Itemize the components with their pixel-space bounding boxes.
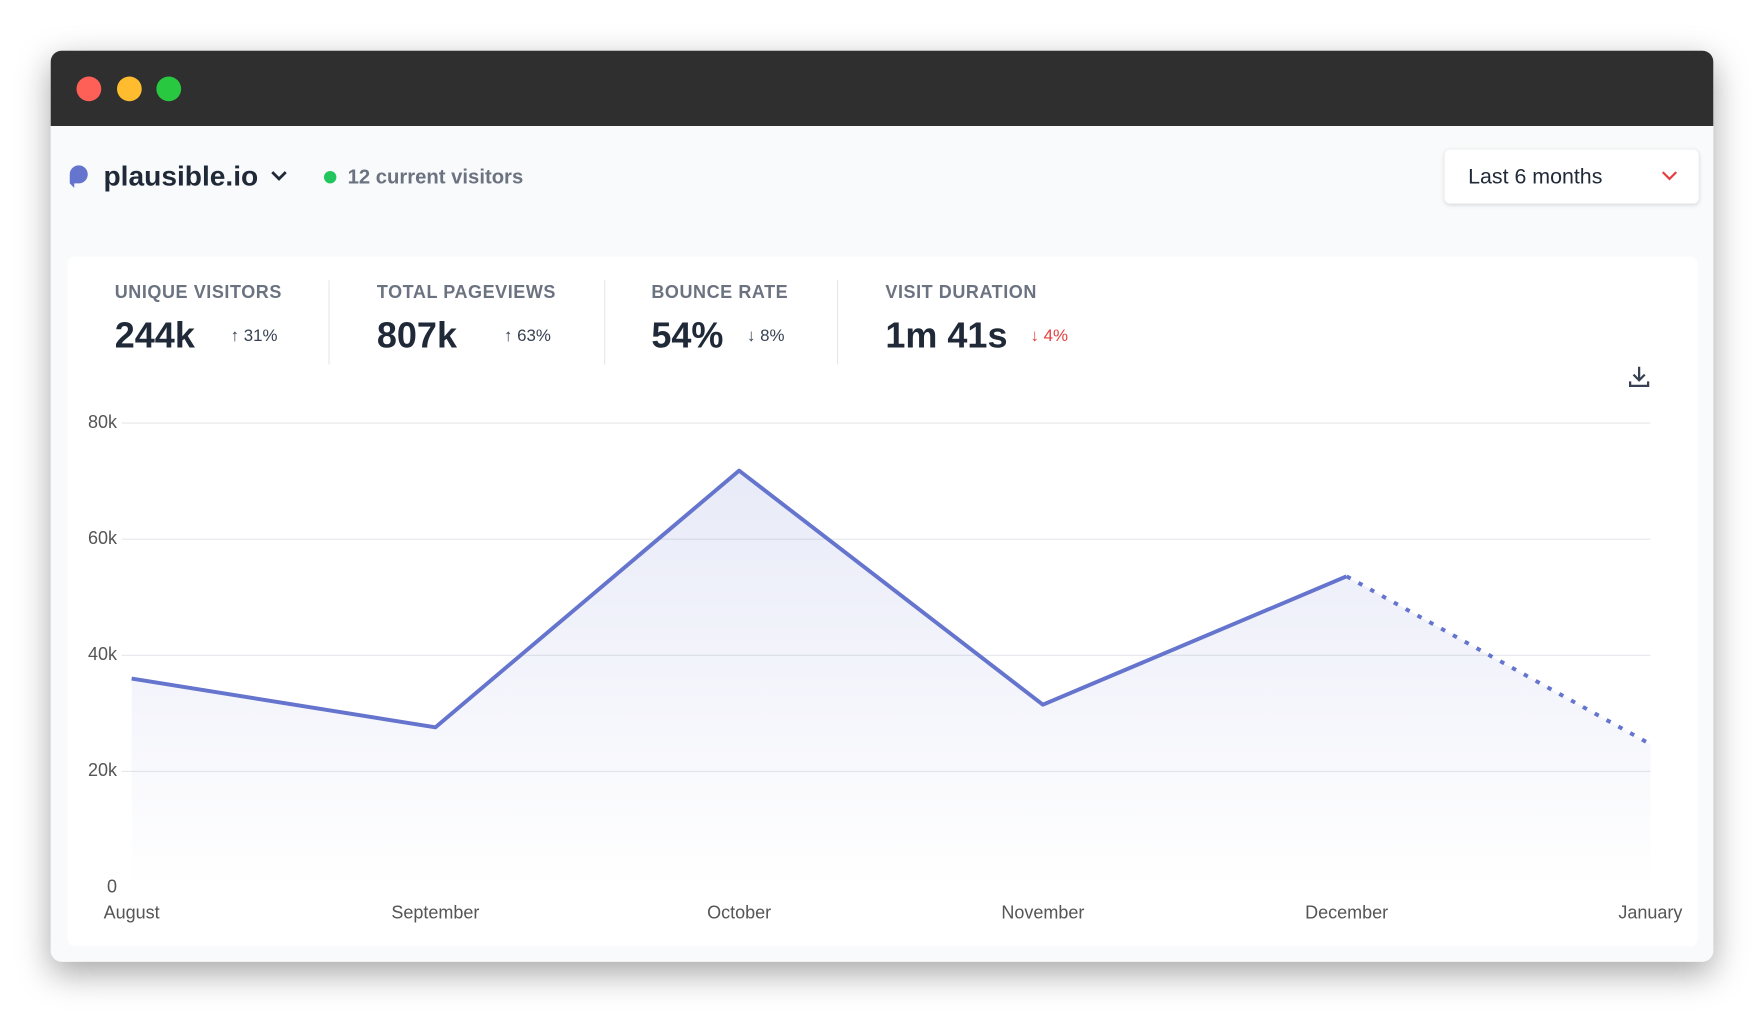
divider: [604, 280, 606, 365]
stat-value: 244k: [114, 315, 195, 356]
stat-value: 54%: [651, 315, 724, 356]
area: [131, 470, 1651, 888]
x-tick-label: September: [391, 902, 479, 922]
period-label: Last 6 months: [1468, 165, 1603, 189]
stat-change: ↑ 31%: [230, 326, 278, 346]
y-tick-label: 0: [107, 876, 117, 896]
period-dropdown[interactable]: Last 6 months: [1444, 149, 1699, 204]
y-tick-label: 40k: [88, 644, 118, 664]
stat-value: 1m 41s: [885, 315, 1008, 356]
minimize-button[interactable]: [117, 76, 142, 102]
x-tick-label: January: [1618, 902, 1682, 922]
close-button[interactable]: [76, 76, 102, 102]
divider: [328, 280, 330, 365]
stat-change: ↓ 4%: [1030, 326, 1069, 346]
period-chevron: [1661, 171, 1678, 181]
stat-label[interactable]: BOUNCE RATE: [651, 283, 789, 303]
y-tick-label: 20k: [88, 760, 118, 780]
live-dot: [324, 171, 337, 184]
current-visitors[interactable]: 12 current visitors: [347, 165, 524, 188]
download-button[interactable]: [1627, 365, 1652, 390]
site-name[interactable]: plausible.io: [103, 160, 259, 193]
y-tick-label: 80k: [88, 412, 118, 432]
logo: [69, 165, 88, 188]
y-tick-label: 60k: [88, 528, 118, 548]
stat-label[interactable]: UNIQUE VISITORS: [114, 283, 282, 303]
x-tick-label: August: [104, 902, 160, 922]
x-tick-label: November: [1001, 902, 1084, 922]
line: [131, 468, 1348, 730]
stat-label[interactable]: TOTAL PAGEVIEWS: [376, 283, 556, 303]
stat-value: 807k: [376, 315, 457, 356]
site-chevron[interactable]: [270, 169, 288, 185]
divider: [837, 280, 839, 365]
x-tick-label: October: [707, 902, 771, 922]
stat-change: ↓ 8%: [747, 326, 785, 346]
stat-label[interactable]: VISIT DURATION: [885, 283, 1037, 303]
stat-change: ↑ 63%: [504, 326, 551, 346]
maximize-button[interactable]: [156, 76, 182, 102]
line-incomplete: [1345, 574, 1652, 746]
title-bar: [50, 50, 1714, 126]
x-tick-label: December: [1305, 902, 1388, 922]
